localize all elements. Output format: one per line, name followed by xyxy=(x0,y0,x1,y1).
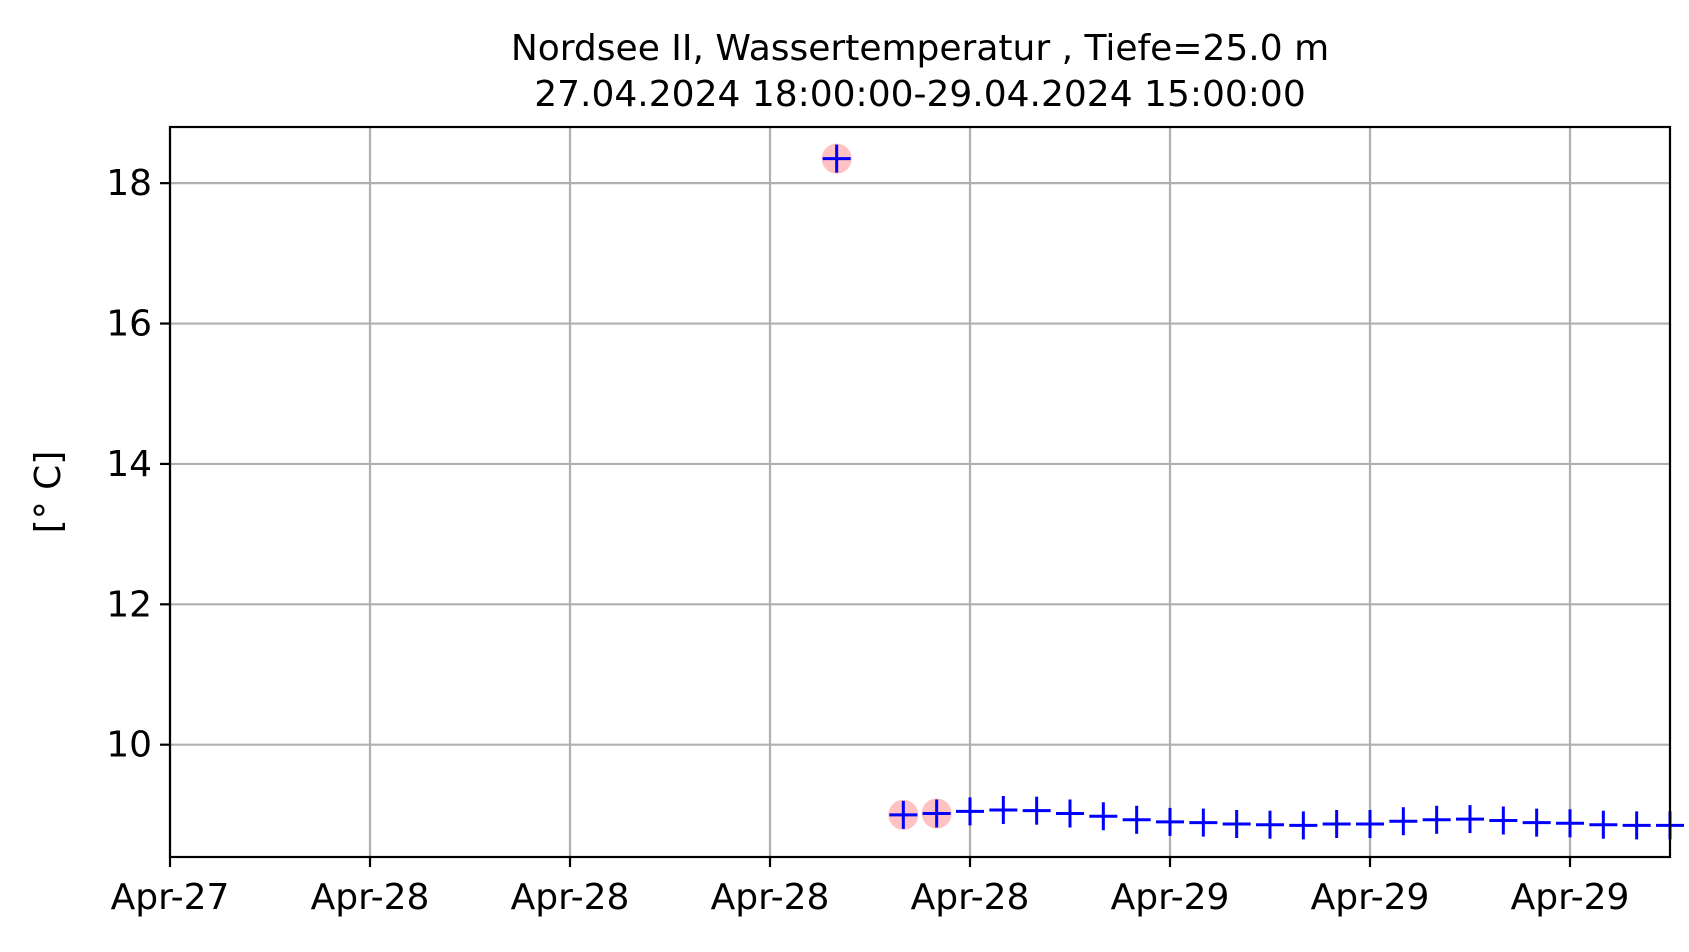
data-point xyxy=(822,144,851,173)
data-point xyxy=(1289,811,1318,840)
data-point xyxy=(1522,808,1551,837)
data-point xyxy=(1489,806,1518,835)
data-point xyxy=(1389,807,1418,836)
grid-lines xyxy=(168,127,1670,857)
x-tick-label: Apr-27 xyxy=(111,877,230,918)
axis-ticks: Apr-27 Apr-28 Apr-28 Apr-28 Apr-28 Apr-29 Apr-… xyxy=(106,163,1629,918)
y-tick-label: 18 xyxy=(106,163,152,204)
data-point xyxy=(1422,805,1451,834)
data-point xyxy=(956,797,984,826)
data-point xyxy=(989,795,1018,824)
y-tick-label: 14 xyxy=(106,444,152,485)
x-tick-label: Apr-28 xyxy=(911,877,1030,918)
x-tick-label: Apr-29 xyxy=(1311,877,1430,918)
y-tick-label: 10 xyxy=(106,725,152,766)
data-point xyxy=(1022,796,1051,825)
x-tick-label: Apr-29 xyxy=(1111,877,1230,918)
data-point xyxy=(889,800,918,829)
data-point xyxy=(1156,807,1184,836)
data-point xyxy=(1256,810,1284,839)
chart-subtitle: 27.04.2024 18:00:00-29.04.2024 15:00:00 xyxy=(534,74,1306,115)
data-point xyxy=(1122,805,1151,834)
data-point xyxy=(1622,811,1651,840)
data-point xyxy=(922,799,951,828)
y-tick-label: 12 xyxy=(106,584,152,625)
data-point xyxy=(1089,802,1118,831)
x-tick-label: Apr-29 xyxy=(1511,877,1630,918)
data-points xyxy=(821,143,1684,840)
data-point xyxy=(1222,810,1251,839)
data-point xyxy=(1056,799,1084,828)
x-tick-label: Apr-28 xyxy=(711,877,830,918)
data-point xyxy=(1456,805,1484,834)
data-point xyxy=(1589,810,1618,839)
y-tick-label: 16 xyxy=(106,304,152,345)
data-point xyxy=(1356,810,1384,839)
x-tick-label: Apr-28 xyxy=(511,877,630,918)
x-tick-label: Apr-28 xyxy=(311,877,430,918)
chart-title: Nordsee II, Wassertemperatur , Tiefe=25.… xyxy=(511,28,1329,69)
data-point xyxy=(1189,808,1218,837)
plot-frame xyxy=(168,125,1672,859)
data-point xyxy=(1556,809,1584,838)
y-axis-label: [° C] xyxy=(28,451,69,534)
data-point xyxy=(1322,810,1351,839)
